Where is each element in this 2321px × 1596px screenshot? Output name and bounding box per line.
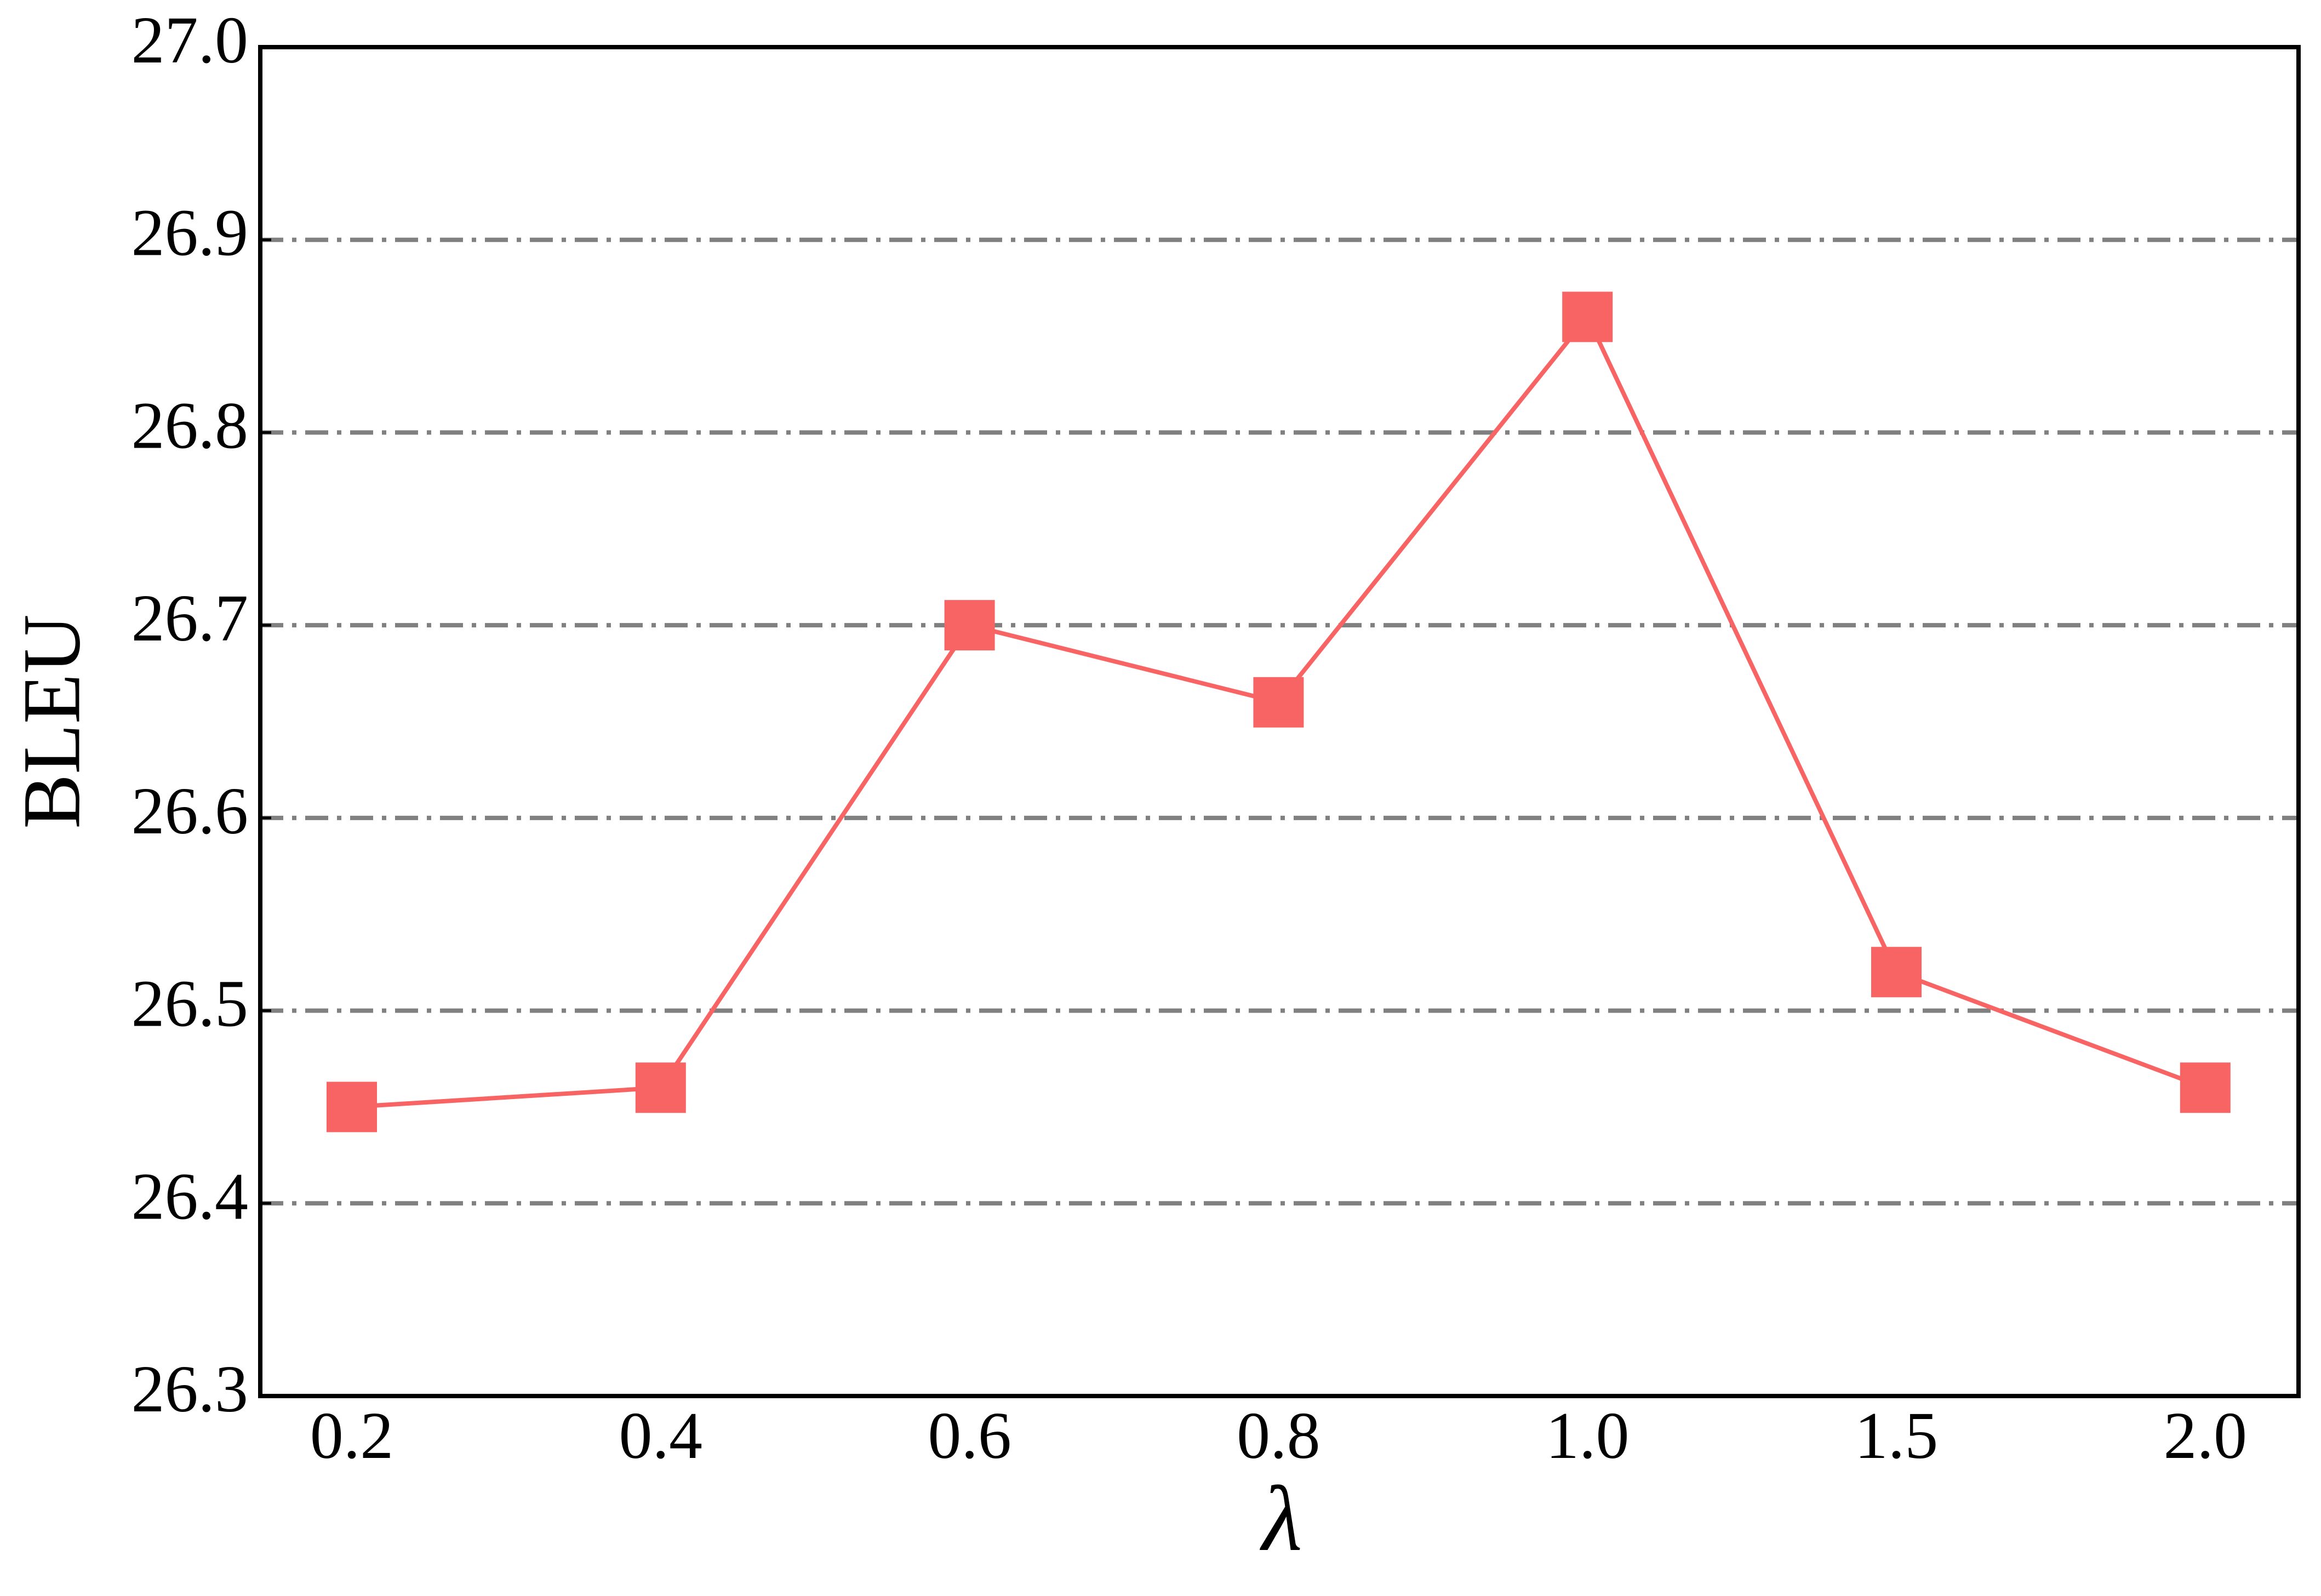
data-marker <box>1871 947 1922 998</box>
y-tick-label: 26.4 <box>132 1159 249 1233</box>
y-tick-label: 26.7 <box>132 581 249 655</box>
x-tick-label: 1.5 <box>1855 1399 1939 1473</box>
y-tick-label: 26.3 <box>132 1352 249 1426</box>
y-tick-label: 27.0 <box>132 3 249 77</box>
data-marker <box>944 600 995 651</box>
y-tick-label: 26.8 <box>132 388 249 462</box>
plot-frame <box>258 45 2301 1398</box>
x-tick-label: 0.4 <box>619 1399 703 1473</box>
x-tick-label: 1.0 <box>1546 1399 1630 1473</box>
x-axis-label: λ <box>1259 1467 1302 1570</box>
data-marker <box>327 1082 377 1132</box>
x-tick-label: 2.0 <box>2164 1399 2248 1473</box>
data-marker <box>2180 1062 2231 1113</box>
y-axis-label: BLEU <box>6 614 97 829</box>
data-marker <box>1253 677 1304 728</box>
y-tick-label: 26.6 <box>132 774 249 848</box>
x-tick-label: 0.6 <box>928 1399 1011 1473</box>
data-marker <box>635 1062 686 1113</box>
y-tick-label: 26.5 <box>132 967 249 1041</box>
y-tick-label: 26.9 <box>132 196 249 270</box>
data-marker <box>1562 291 1613 342</box>
x-tick-label: 0.8 <box>1237 1399 1320 1473</box>
x-tick-label: 0.2 <box>310 1399 394 1473</box>
